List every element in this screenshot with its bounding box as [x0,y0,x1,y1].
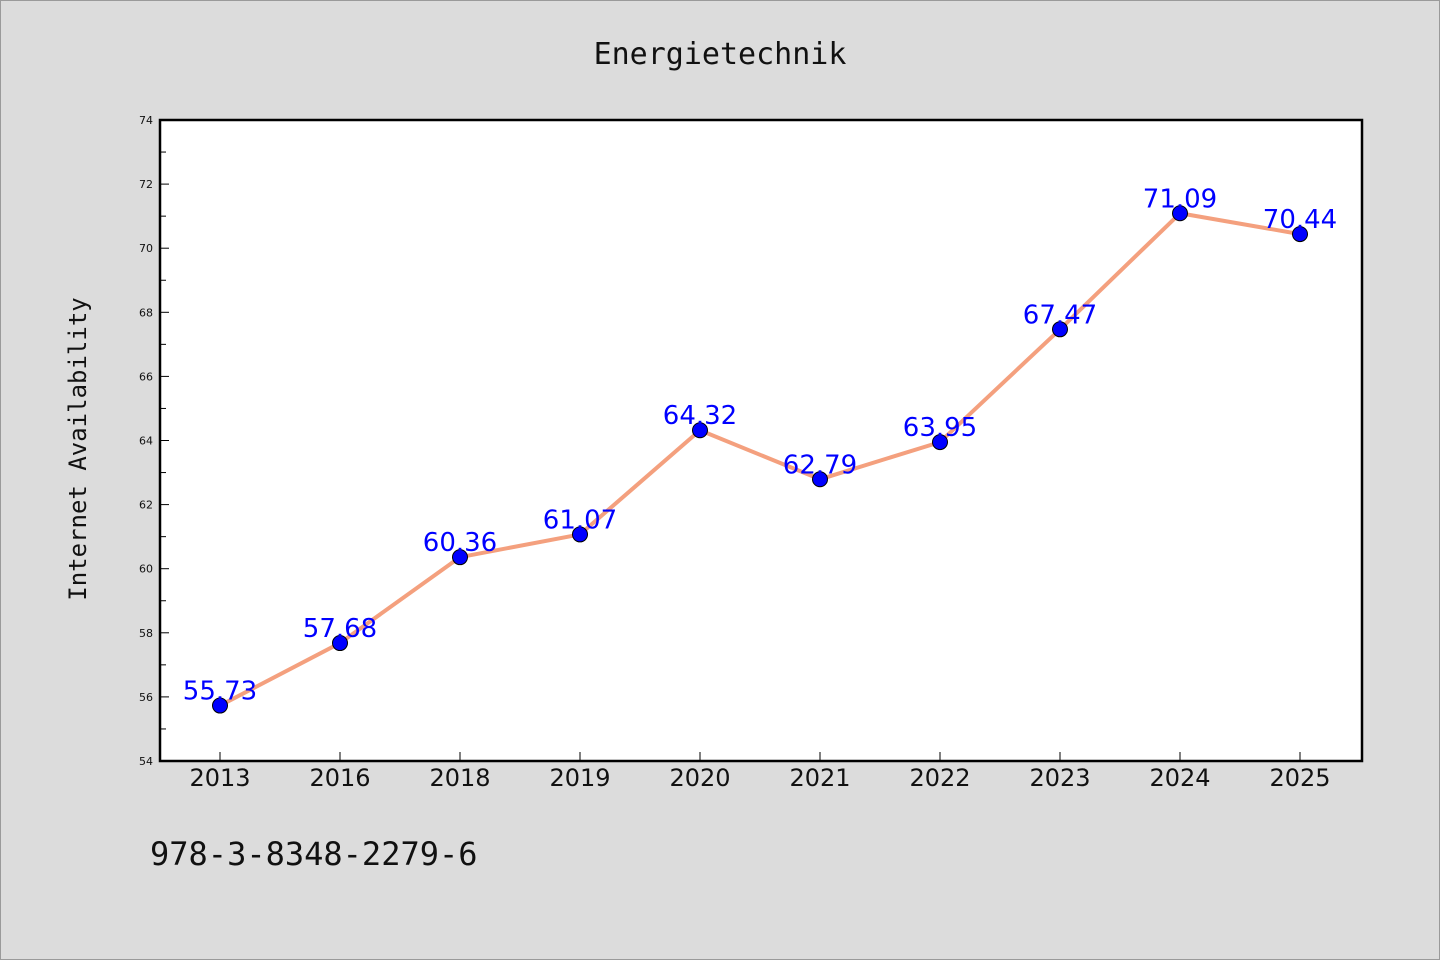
x-tick-label: 2021 [789,764,850,792]
data-point [212,697,228,714]
y-tick-label: 72 [139,178,153,191]
data-label: 70.44 [1263,205,1337,235]
data-label: 63.95 [903,413,977,443]
y-axis-ticks: 54 56 58 60 62 64 66 68 70 72 74 [139,114,169,768]
x-tick-label: 2024 [1149,764,1210,792]
data-label: 55.73 [183,677,257,707]
data-point [692,422,708,439]
y-tick-label: 56 [139,691,153,704]
y-tick-label: 60 [139,563,153,576]
data-label: 71.09 [1143,184,1217,214]
y-axis-label: Internet Availability [64,297,92,600]
x-tick-label: 2020 [669,764,730,792]
y-tick-label: 70 [139,242,153,255]
chart-title: Energietechnik [594,37,847,72]
data-label: 64.32 [663,401,737,431]
data-label: 60.36 [423,528,497,558]
x-tick-label: 2023 [1029,764,1090,792]
y-tick-label: 64 [139,435,153,448]
data-point [932,434,948,451]
data-labels: 55.73 57.68 60.36 61.07 64.32 62.79 63.95 67.47… [183,184,1337,706]
data-point [1052,321,1068,338]
y-tick-label: 68 [139,306,153,319]
x-tick-label: 2018 [429,764,490,792]
data-point [572,526,588,543]
plot-area [158,118,1364,763]
series-line [218,211,1302,708]
isbn-footer: 978-3-8348-2279-6 [150,835,478,873]
data-point-markers [212,205,1308,714]
x-tick-label: 2022 [909,764,970,792]
x-tick-label: 2013 [189,764,250,792]
y-tick-label: 74 [139,114,153,127]
data-point [452,549,468,566]
y-tick-label: 66 [139,370,153,383]
x-tick-label: 2019 [549,764,610,792]
x-tick-label: 2016 [309,764,370,792]
data-point [1172,205,1188,222]
y-tick-label: 54 [139,755,153,768]
data-label: 62.79 [783,450,857,480]
data-point [1292,226,1308,243]
x-tick-label: 2025 [1269,764,1330,792]
data-label: 57.68 [303,614,377,644]
x-axis-ticks: 2013 2016 2018 2019 2020 2021 2022 2023 2024 2025 [189,752,1331,792]
data-point [332,635,348,652]
y-tick-label: 58 [139,627,153,640]
data-label: 61.07 [543,505,617,535]
data-point [812,471,828,488]
y-tick-label: 62 [139,499,153,512]
data-label: 67.47 [1023,300,1097,330]
